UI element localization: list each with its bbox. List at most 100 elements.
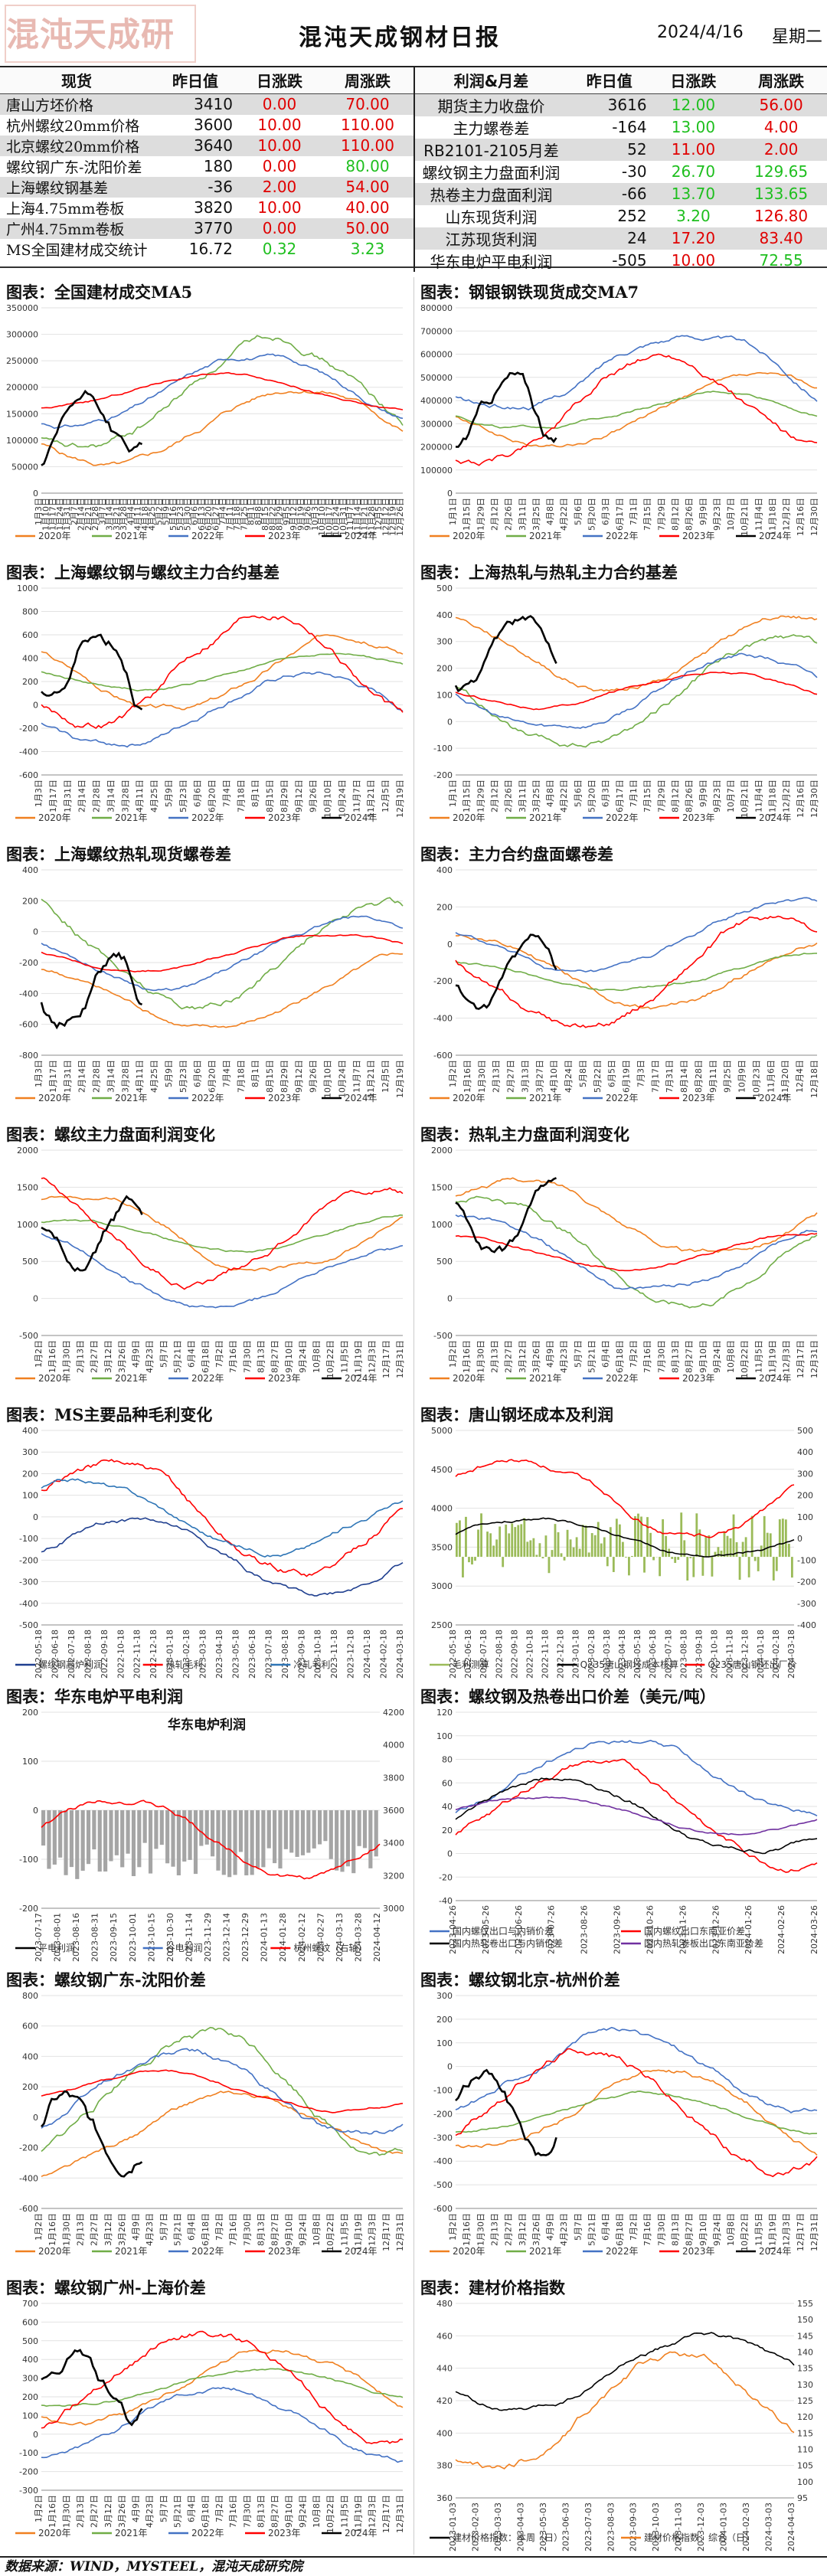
table-row: 螺纹钢广东-沈阳价差 180 0.00 80.00	[0, 156, 414, 177]
bar	[714, 1551, 717, 1558]
x-tick-label: 7月2日	[629, 1340, 639, 1368]
y-tick-label: -600	[19, 1020, 38, 1030]
x-tick-label: 5月6日	[573, 780, 583, 807]
x-tick-label: 2月12日	[489, 498, 499, 531]
y-tick-label: 5000	[431, 1426, 453, 1436]
x-tick-label: 9月24日	[712, 1340, 722, 1373]
x-tick-label: 10月10日	[323, 1060, 333, 1098]
series-line	[455, 353, 818, 466]
x-tick-label: 7月4日	[221, 1060, 231, 1087]
chart-panel-p13: 图表：螺纹钢广东-沈阳价差 -600 -400 -200 0 200 400 600 800 1月…	[0, 1965, 414, 2273]
x-tick-label: 4月23日	[145, 1340, 155, 1373]
y-tick-label: 0	[33, 2113, 38, 2123]
y-tick-label: -200	[19, 724, 38, 734]
chart-panel-p12: 图表：螺纹钢及热卷出口价差（美元/吨） -40 -20 0 20 40 60 80 100 120…	[414, 1682, 827, 1965]
weekly-change: 3.23	[350, 240, 385, 258]
bar	[698, 1529, 701, 1558]
y-tick-label: 100	[436, 690, 453, 700]
x-tick-label: 2月28日	[90, 498, 100, 531]
bar	[535, 1554, 538, 1558]
x-tick-label: 7月11日	[225, 498, 235, 531]
legend-label: 杭州螺纹（右轴）	[293, 1942, 367, 1953]
series-line	[455, 1233, 818, 1272]
chart-title: 图表：螺纹钢及热卷出口价差（美元/吨）	[420, 1687, 716, 1706]
x-tick-label: 2023-06-03	[561, 2502, 570, 2551]
bar	[551, 1550, 554, 1558]
bar	[250, 1810, 254, 1875]
y-tick-label: 0	[33, 1512, 38, 1522]
table-header-cell: 日涨跌	[651, 67, 736, 94]
chart-panel-p5: 图表：上海螺纹热轧现货螺卷差 -800 -600 -400 -200 0 200 400 1月3…	[0, 839, 414, 1120]
bar	[471, 1557, 473, 1565]
chart-title: 图表：唐山钢坯成本及利润	[420, 1405, 613, 1424]
x-tick-label: 4月9日	[131, 2213, 141, 2241]
prev-value: 180	[203, 157, 233, 175]
x-tick-label: 3月11日	[518, 780, 528, 812]
x-tick-label: 8月13日	[256, 1340, 266, 1373]
y-tick-label: 1000	[17, 1220, 38, 1230]
x-tick-label: 8月13日	[256, 2495, 266, 2528]
bar	[456, 1522, 458, 1558]
legend-label: 2021年	[115, 2528, 148, 2538]
chart-panel-p16: 图表：建材价格指数 360 380 400 420 440 460 480 95 100 105 11…	[414, 2273, 827, 2555]
y2-tick-label: 125	[797, 2396, 813, 2406]
series-line	[455, 2068, 557, 2156]
x-tick-label: 2024-04-03	[786, 2502, 796, 2551]
x-tick-label: 4月9日	[545, 2213, 555, 2241]
x-tick-label: 8月1日	[250, 780, 260, 807]
legend-label: 2020年	[453, 812, 485, 823]
bar	[778, 1519, 781, 1558]
series-line	[41, 1478, 404, 1558]
bar	[701, 1557, 704, 1576]
prev-value: -505	[612, 251, 647, 270]
y-tick-label: 1000	[431, 1220, 453, 1230]
table-header-cell: 昨日值	[567, 67, 652, 94]
x-tick-label: 5月7日	[159, 1340, 168, 1368]
legend-label: 2023年	[682, 1373, 715, 1384]
chart-panel-p15: 图表：螺纹钢广州-上海价差 -300 -200 -100 0 100 200 300 400 50…	[0, 2273, 414, 2555]
row-label: 螺纹钢主力盘面利润	[422, 163, 561, 182]
x-tick-label: 2023-08-16	[71, 1913, 81, 1962]
y2-tick-label: 3400	[383, 1839, 404, 1849]
x-tick-label: 2022-09-18	[509, 1630, 519, 1679]
x-tick-label: 2月28日	[92, 1060, 102, 1093]
x-tick-label: 2月14日	[77, 1060, 87, 1093]
y-tick-label: 20	[442, 1826, 453, 1836]
y-tick-label: -600	[19, 770, 38, 780]
bar	[557, 1532, 560, 1558]
bar	[572, 1547, 575, 1558]
x-tick-label: 11月4日	[753, 498, 763, 531]
chart-svg: -200 -100 0 100 200 300 400 500 1月1日 1月15日 1月29日 2月…	[430, 584, 819, 823]
bar	[199, 1810, 204, 1846]
bar	[686, 1557, 689, 1581]
table-row: 山东现货利润 252 3.20 126.80	[414, 205, 827, 227]
bar	[717, 1547, 720, 1558]
x-tick-label: 4月8日	[545, 780, 555, 807]
x-tick-label: 10月31日	[338, 498, 348, 536]
legend-label: 2023年	[268, 2528, 301, 2538]
x-tick-label: 4月11日	[135, 1060, 145, 1093]
x-tick-label: 2024-02-18	[379, 1630, 389, 1679]
y2-tick-label: 400	[797, 1447, 813, 1457]
x-tick-label: 6月17日	[615, 780, 625, 812]
x-tick-label: 9月23日	[712, 498, 722, 531]
row-label: 期货主力收盘价	[437, 96, 545, 116]
legend-label: 国内热轧卷出口与内销价差	[453, 1937, 563, 1949]
x-tick-label: 10月8日	[312, 2213, 322, 2246]
y-tick-label: -200	[433, 2109, 453, 2119]
row-label: 上海4.75mm卷板	[6, 200, 125, 217]
x-tick-label: 2023-07-18	[663, 1630, 673, 1679]
y2-tick-label: 4000	[383, 1741, 404, 1751]
x-tick-label: 2月27日	[90, 2213, 100, 2246]
y-tick-label: 1000	[17, 584, 38, 593]
series-line	[41, 2069, 404, 2113]
x-tick-label: 3月7日	[97, 498, 107, 525]
table-row: 江苏现货利润 24 17.20 83.40	[414, 227, 827, 250]
x-tick-label: 8月26日	[685, 780, 695, 812]
daily-change: 0.32	[262, 240, 297, 258]
x-tick-label: 6月4日	[187, 2495, 197, 2522]
legend-label: 建材价格指数：综合（日）	[644, 2532, 754, 2543]
report-date: 2024/4/16	[657, 23, 744, 42]
series-line	[41, 2330, 404, 2444]
x-tick-label: 11月4日	[753, 780, 763, 812]
